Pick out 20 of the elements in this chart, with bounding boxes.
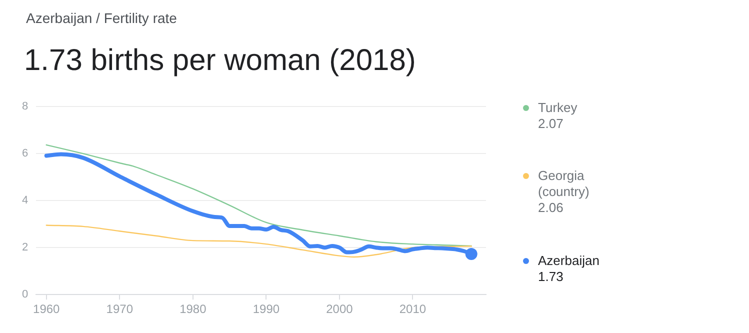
- text: 1.73: [538, 269, 564, 285]
- line-series: [46, 224, 472, 258]
- x-tick-label: 2010: [399, 302, 426, 316]
- text: 2.06: [538, 200, 564, 216]
- y-tick-label: 0: [22, 288, 28, 301]
- x-tick-label: 1980: [180, 302, 207, 316]
- x-tick-label: 1990: [252, 302, 280, 316]
- text: 2.07: [538, 116, 564, 132]
- y-tick-label: 8: [22, 100, 28, 113]
- y-tick-label: 4: [22, 194, 28, 207]
- y-tick-label: 2: [22, 242, 28, 254]
- x-tick-label: 1970: [106, 302, 134, 316]
- legend-label: Turkey: [538, 100, 578, 116]
- chart-title: 1.73 births per woman (2018): [24, 44, 416, 78]
- x-tick-label: 2000: [326, 302, 354, 316]
- y-tick-label: 6: [22, 148, 28, 160]
- legend-label: Georgia (country): [538, 168, 590, 200]
- chart-subtitle: Azerbaijan / Fertility rate: [26, 10, 177, 26]
- legend-label: Azerbaijan: [538, 253, 600, 269]
- x-tick-label: 1960: [33, 302, 60, 316]
